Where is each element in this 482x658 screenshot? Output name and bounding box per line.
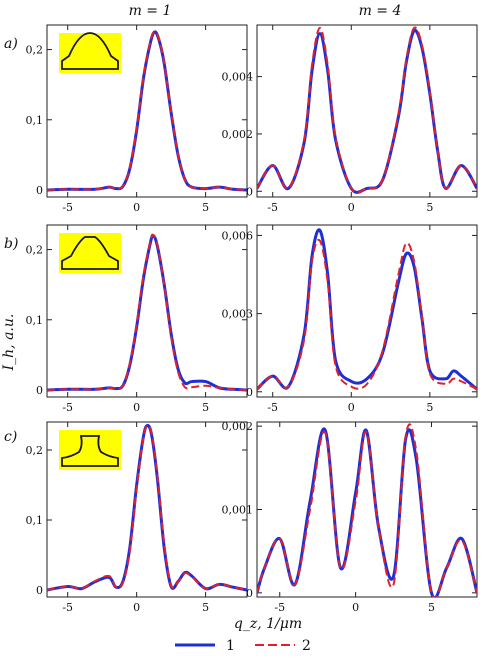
panel-c-m1: -5 0 5 0 0,1 0,2 [26, 421, 248, 614]
flat-top-profile-icon [59, 233, 121, 273]
x-tick-label: 0 [348, 401, 355, 414]
y-tick-label: 0 [36, 384, 43, 397]
x-tick-label: 0 [133, 401, 140, 414]
inset-profile-outline [61, 435, 119, 467]
y-axis-label: I_h, a.u. [1, 314, 17, 372]
plot-frame [46, 421, 248, 598]
panel-a-m4: -5 0 5 0 0,002 0,004 [222, 24, 478, 214]
x-tick-label: -5 [267, 401, 278, 414]
y-tick-label: 0,004 [222, 71, 254, 84]
x-axis-label: q_z, 1/μm [234, 616, 302, 632]
inset-background [59, 233, 121, 273]
x-tick-label: 5 [202, 401, 209, 414]
y-tick-label: 0,2 [26, 44, 44, 57]
series-line-2 [257, 423, 477, 597]
x-tick-label: -5 [62, 401, 73, 414]
y-tick-label: 0,1 [26, 314, 44, 327]
series-line-2 [47, 30, 247, 191]
y-tick-label: 0 [246, 185, 253, 198]
y-tick-label: 0 [36, 184, 43, 197]
y-tick-label: 0,001 [222, 504, 254, 517]
y-tick-label: 0,2 [26, 244, 44, 257]
x-tick-label: 0 [352, 601, 359, 614]
series-line-1 [257, 228, 477, 391]
x-tick-label: 0 [133, 201, 140, 214]
bell-shaped-profile-icon [59, 32, 121, 73]
row-label-b: b) [4, 236, 18, 252]
y-tick-label: 0,002 [222, 420, 254, 433]
x-tick-label: 5 [202, 601, 209, 614]
legend-label-series-1: 1 [226, 638, 235, 654]
x-tick-label: -5 [267, 201, 278, 214]
x-tick-label: 5 [428, 601, 435, 614]
y-tick-label: 0,006 [222, 229, 254, 242]
column-title-m4: m = 4 [359, 3, 402, 19]
legend: 1 2 [175, 638, 311, 654]
series-line-2 [47, 424, 247, 591]
x-tick-label: 5 [426, 201, 433, 214]
y-tick-label: 0 [246, 386, 253, 399]
panel-c-m4: -5 0 5 0 0,001 0,002 [222, 420, 478, 614]
x-tick-label: 0 [348, 201, 355, 214]
legend-label-series-2: 2 [302, 638, 311, 654]
column-title-m1: m = 1 [129, 3, 172, 19]
panel-a-m1: -5 0 5 0 0,1 0,2 [26, 24, 248, 214]
x-tick-label: 5 [426, 401, 433, 414]
x-tick-label: -5 [62, 601, 73, 614]
plot-frame [256, 24, 478, 198]
plot-frame [46, 224, 248, 398]
inset-profile-outline [61, 32, 119, 70]
chart-panels: -5 0 5 0 0,1 0,2 -5 0 5 0 0,002 0,004 -5 0 5 0 0,1 0,2 -5 0… [26, 24, 478, 614]
plot-frame [46, 24, 248, 198]
row-label-a: a) [4, 36, 18, 52]
x-tick-label: 0 [133, 601, 140, 614]
y-tick-label: 0,1 [26, 114, 44, 127]
inset-profile-outline [61, 236, 119, 270]
series-line-1 [257, 28, 477, 194]
plot-frame [256, 224, 478, 398]
inset-background [59, 33, 121, 73]
y-tick-label: 0,003 [222, 308, 254, 321]
series-line-2 [47, 233, 247, 391]
x-tick-label: 5 [202, 201, 209, 214]
x-tick-label: -5 [274, 601, 285, 614]
y-tick-label: 0,1 [26, 514, 44, 527]
series-line-2 [257, 26, 477, 194]
y-tick-label: 0,2 [26, 444, 44, 457]
row-label-c: c) [4, 429, 17, 445]
panel-b-m4: -5 0 5 0 0,003 0,006 [222, 224, 478, 414]
y-tick-label: 0 [36, 584, 43, 597]
x-tick-label: -5 [62, 201, 73, 214]
y-tick-label: 0 [246, 587, 253, 600]
series-line-2 [257, 238, 477, 391]
y-tick-label: 0,002 [222, 128, 254, 141]
concave-profile-icon [59, 430, 121, 470]
panel-b-m1: -5 0 5 0 0,1 0,2 [26, 224, 248, 414]
